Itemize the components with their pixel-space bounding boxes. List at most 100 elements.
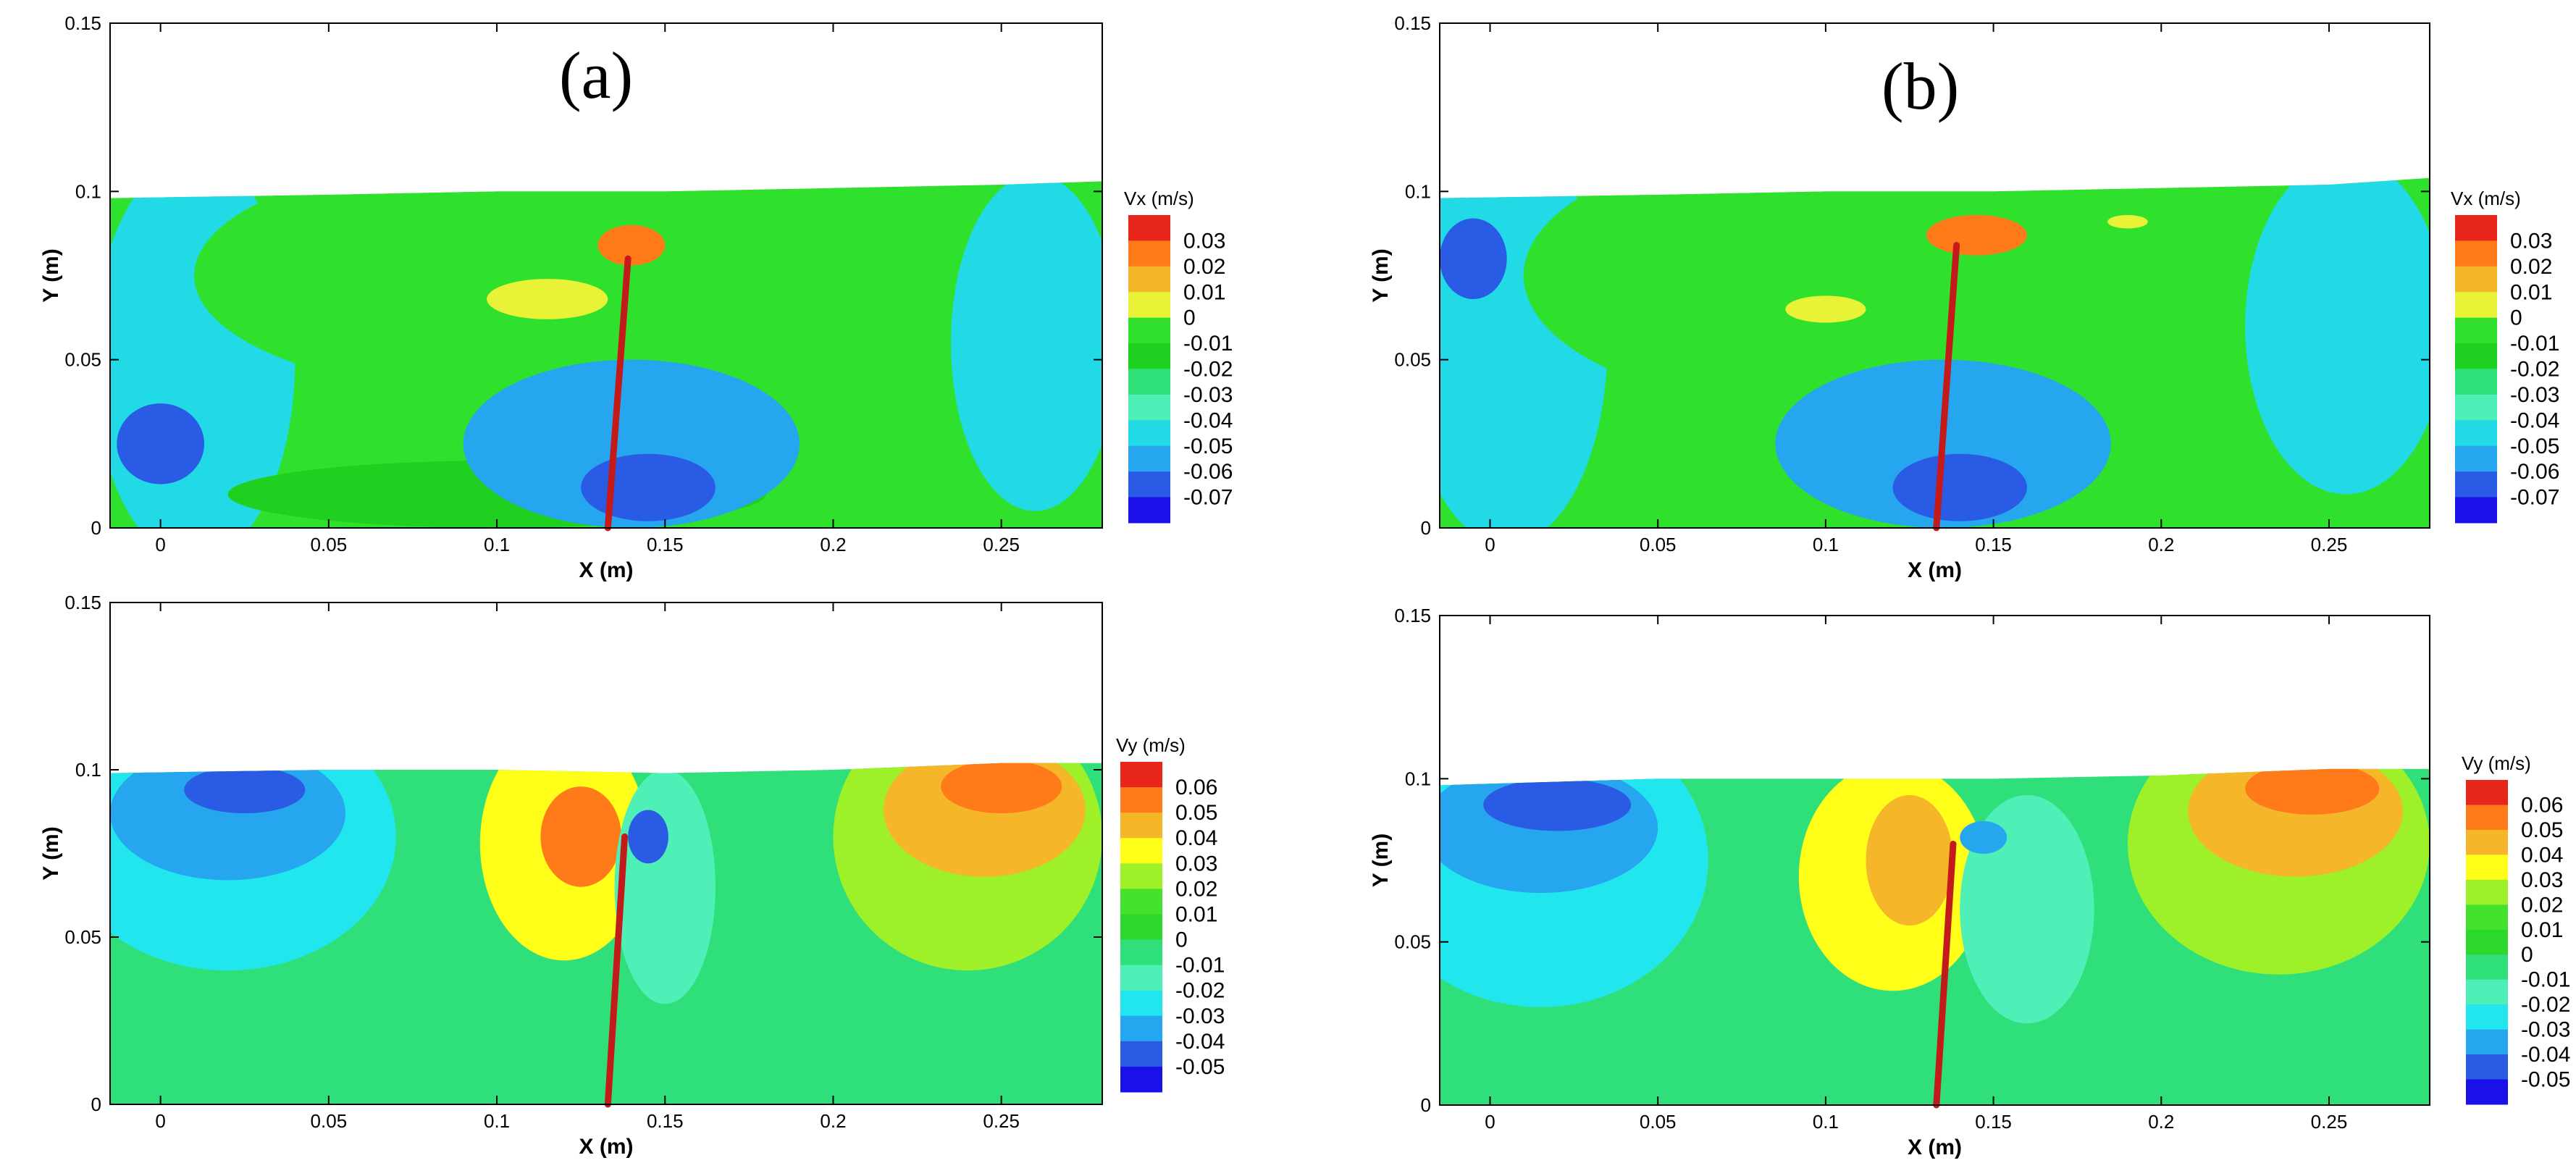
y-tick-label: 0.1 (1405, 180, 1431, 202)
y-tick-label: 0 (1421, 1094, 1431, 1116)
legend-swatch (1120, 838, 1162, 864)
contour-region (184, 766, 306, 814)
elastic-plate (1933, 840, 1957, 1109)
contour-panel-4: 0 0.05 0.1 0.15 0.2 0.25 0 0.05 0.1 0.15 X (m) Y (m… (1369, 605, 2570, 1159)
plot-frame (109, 602, 1103, 1105)
plot-frame (109, 22, 1103, 529)
legend-label: -0.05 (2521, 1068, 2570, 1092)
legend-label: 0.06 (1175, 776, 1217, 799)
legend-label: -0.03 (1183, 383, 1233, 407)
legend-label: -0.04 (2521, 1043, 2570, 1067)
velocity-field (1440, 177, 2430, 528)
y-tick-label: 0.15 (1394, 605, 1431, 626)
y-tick-label: 0.15 (1394, 12, 1431, 34)
legend-swatch (2466, 929, 2508, 955)
legend-swatch (2455, 343, 2497, 369)
legend-swatch (1128, 471, 1170, 498)
x-tick-label: 0.05 (1640, 534, 1677, 555)
x-tick-label: 0 (155, 534, 165, 555)
contour-region (951, 181, 1102, 511)
contour-region (941, 763, 1062, 814)
legend-label: -0.01 (2510, 332, 2559, 356)
legend-swatch (2455, 394, 2497, 421)
legend-title: Vx (m/s) (1124, 188, 1194, 209)
legend-label: 0.06 (2521, 793, 2563, 817)
contour-region (2107, 214, 2148, 229)
legend-label: 0.04 (1175, 826, 1217, 850)
y-tick-label: 0.05 (1394, 931, 1431, 953)
legend-title: Vy (m/s) (1116, 734, 1186, 756)
legend-swatch (2466, 829, 2508, 855)
y-tick-label: 0.05 (64, 349, 101, 371)
x-tick-label: 0.25 (2311, 1111, 2348, 1133)
legend-swatch (1128, 317, 1170, 344)
legend-swatch (2466, 855, 2508, 881)
elastic-plate (604, 833, 629, 1108)
legend-swatch (1128, 292, 1170, 319)
legend-label: 0.05 (2521, 818, 2563, 842)
legend-swatch (2455, 445, 2497, 472)
contour-panel-1: 0 0.05 0.1 0.15 0.2 0.25 0 0.05 0.1 0.15 X (m) Y (m… (39, 12, 1233, 582)
y-tick-label: 0.1 (75, 759, 101, 781)
contour-region (540, 786, 621, 887)
x-tick-label: 0.2 (2148, 1111, 2174, 1133)
legend-swatch (1120, 990, 1162, 1017)
x-tick-label: 0 (1485, 534, 1495, 555)
x-tick-label: 0.15 (1975, 1111, 2012, 1133)
legend-swatch (2455, 420, 2497, 447)
legend-label: 0.02 (2521, 893, 2563, 917)
legend-label: 0.01 (2521, 918, 2563, 942)
panel-label: (a) (559, 38, 633, 112)
x-tick-label: 0.1 (484, 534, 510, 555)
y-tick-label: 0 (91, 517, 101, 539)
y-tick-label: 0.05 (64, 926, 101, 948)
legend-swatch (1128, 369, 1170, 395)
legend-label: 0.02 (1175, 877, 1217, 901)
legend-swatch (2455, 266, 2497, 293)
x-tick-label: 0.1 (484, 1110, 510, 1132)
contour-region (1785, 295, 1866, 323)
legend-swatch (1120, 813, 1162, 839)
legend-label: -0.02 (2510, 358, 2559, 382)
legend-label: -0.04 (1175, 1030, 1225, 1054)
y-tick-label: 0 (1421, 517, 1431, 539)
legend-swatch (2466, 780, 2508, 805)
x-tick-label: 0.25 (983, 534, 1020, 555)
contour-panel-2: 0 0.05 0.1 0.15 0.2 0.25 0 0.05 0.1 0.15 X (m) Y (m… (1369, 12, 2559, 582)
legend-swatch (2455, 317, 2497, 344)
legend-label: 0 (1175, 928, 1188, 952)
contour-region (581, 453, 716, 521)
contour-region (628, 810, 668, 864)
legend-label: -0.05 (2510, 434, 2559, 458)
legend-swatch (1120, 787, 1162, 813)
x-tick-label: 0.2 (2148, 534, 2174, 555)
legend-swatch (2455, 215, 2497, 241)
legend-swatch (2466, 904, 2508, 931)
x-tick-label: 0.1 (1813, 534, 1839, 555)
legend-label: 0 (1183, 306, 1196, 330)
legend-swatch (1128, 394, 1170, 421)
legend-swatch (2466, 1079, 2508, 1105)
panel-label: (b) (1881, 49, 1959, 123)
legend-swatch (1120, 889, 1162, 915)
legend-label: -0.04 (1183, 408, 1233, 432)
contour-region (463, 359, 800, 528)
y-tick-label: 0.15 (64, 592, 101, 613)
legend-label: 0.01 (2510, 280, 2552, 304)
contour-region (597, 224, 666, 266)
velocity-field (110, 763, 1102, 1104)
contour-panel-3: 0 0.05 0.1 0.15 0.2 0.25 0 0.05 0.1 0.15 X (m) Y (m… (39, 592, 1225, 1159)
legend-swatch (1120, 863, 1162, 889)
velocity-field (110, 181, 1102, 529)
legend-label: 0.04 (2521, 843, 2563, 867)
y-tick-label: 0.1 (1405, 768, 1431, 789)
x-tick-label: 0 (1485, 1111, 1495, 1133)
legend-label: 0 (2510, 306, 2522, 330)
legend-label: 0.01 (1175, 902, 1217, 926)
legend-swatch (2466, 1054, 2508, 1080)
x-axis-title: X (m) (1908, 558, 1962, 582)
legend-label: 0.03 (2510, 229, 2552, 253)
x-axis-title: X (m) (1908, 1135, 1962, 1159)
legend-swatch (2455, 292, 2497, 319)
